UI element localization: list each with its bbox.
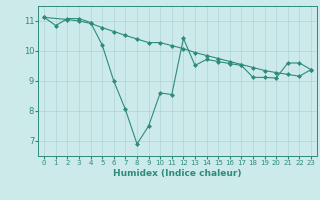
X-axis label: Humidex (Indice chaleur): Humidex (Indice chaleur) (113, 169, 242, 178)
